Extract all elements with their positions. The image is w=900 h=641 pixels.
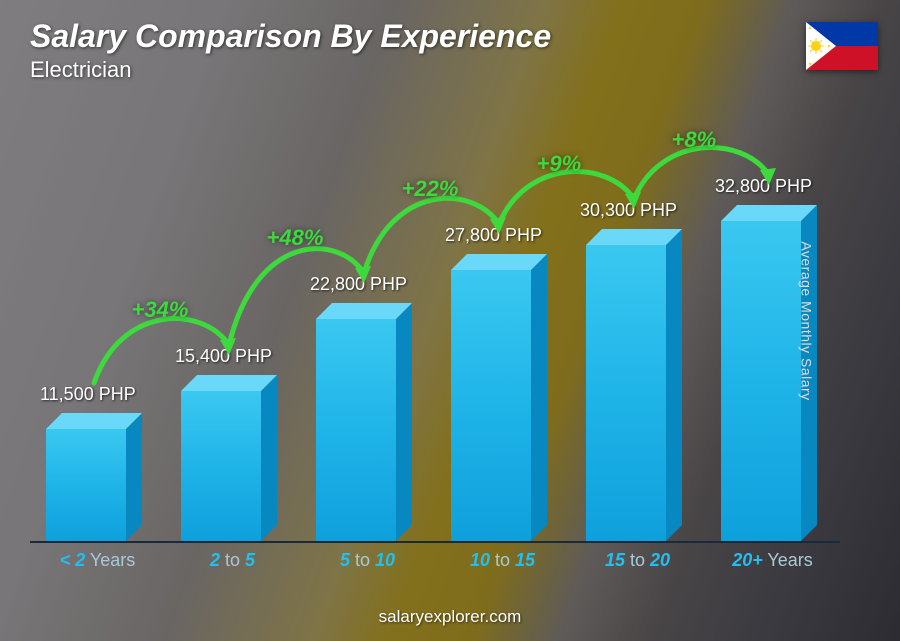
chart-area: 11,500 PHP < 2 Years 15,400 PHP 2 to 5 22,80… (30, 111, 840, 571)
increase-percent-label: +22% (402, 176, 459, 202)
bar-side (261, 375, 277, 541)
y-axis-label: Average Monthly Salary (798, 241, 814, 400)
bar-slot: 11,500 PHP < 2 Years (30, 111, 165, 571)
bar-front (316, 319, 396, 541)
bar-top (451, 254, 547, 270)
bar-front (586, 245, 666, 541)
bar-side (666, 229, 682, 541)
bar-slot: 30,300 PHP 15 to 20 (570, 111, 705, 571)
bar-category-label: 15 to 20 (570, 550, 705, 571)
increase-percent-label: +48% (267, 225, 324, 251)
bar-value-label: 15,400 PHP (175, 346, 272, 367)
bar-category-label: < 2 Years (30, 550, 165, 571)
bar-front (721, 221, 801, 541)
bar-value-label: 11,500 PHP (40, 384, 136, 405)
bar-top (46, 413, 142, 429)
increase-percent-label: +34% (132, 297, 189, 323)
bar-top (316, 303, 412, 319)
bar-side (531, 254, 547, 541)
bar-front (46, 429, 126, 541)
chart-subtitle: Electrician (30, 57, 551, 83)
footer-credit: salaryexplorer.com (0, 607, 900, 627)
increase-percent-label: +8% (672, 127, 717, 153)
bar-category-label: 10 to 15 (435, 550, 570, 571)
bar-category-label: 2 to 5 (165, 550, 300, 571)
bar-value-label: 30,300 PHP (580, 200, 677, 221)
bar-category-label: 5 to 10 (300, 550, 435, 571)
bar-value-label: 22,800 PHP (310, 274, 407, 295)
bar-side (396, 303, 412, 541)
infographic-canvas: Salary Comparison By Experience Electric… (0, 0, 900, 641)
bar-category-label: 20+ Years (705, 550, 840, 571)
flag-icon (806, 22, 878, 70)
title-block: Salary Comparison By Experience Electric… (30, 18, 551, 83)
bar-top (586, 229, 682, 245)
bar-slot: 15,400 PHP 2 to 5 (165, 111, 300, 571)
bar-side (126, 413, 142, 541)
chart-title: Salary Comparison By Experience (30, 18, 551, 55)
bar-front (451, 270, 531, 541)
bar-value-label: 27,800 PHP (445, 225, 542, 246)
bar-top (721, 205, 817, 221)
bar-front (181, 391, 261, 541)
bar-value-label: 32,800 PHP (715, 176, 812, 197)
bar-slot: 32,800 PHP 20+ Years (705, 111, 840, 571)
bar-top (181, 375, 277, 391)
increase-percent-label: +9% (537, 151, 582, 177)
